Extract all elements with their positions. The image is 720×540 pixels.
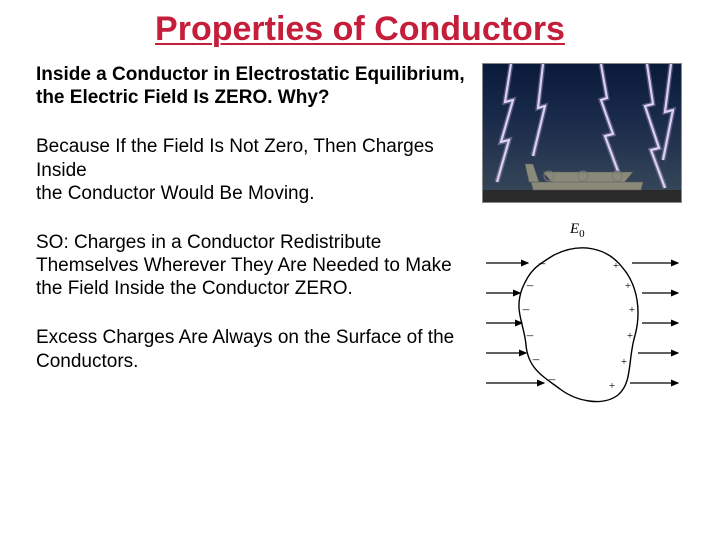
paragraph-2: Because If the Field Is Not Zero, Then C… bbox=[36, 135, 472, 205]
content-row: Inside a Conductor in Electrostatic Equi… bbox=[0, 49, 720, 419]
figure-column: E0 ––––––++++++ bbox=[482, 63, 692, 419]
svg-text:+: + bbox=[627, 330, 633, 342]
svg-text:+: + bbox=[609, 380, 615, 392]
svg-text:+: + bbox=[613, 260, 619, 272]
e0-label: E0 bbox=[570, 221, 585, 240]
svg-text:+: + bbox=[629, 304, 635, 316]
conductor-field-diagram: E0 ––––––++++++ bbox=[482, 219, 682, 419]
svg-text:–: – bbox=[538, 255, 546, 270]
paragraph-4: Excess Charges Are Always on the Surface… bbox=[36, 326, 472, 372]
svg-text:–: – bbox=[532, 351, 540, 366]
text-column: Inside a Conductor in Electrostatic Equi… bbox=[36, 63, 482, 419]
svg-text:–: – bbox=[548, 371, 556, 386]
svg-text:+: + bbox=[625, 280, 631, 292]
svg-text:–: – bbox=[526, 327, 534, 342]
paragraph-3: SO: Charges in a Conductor Redistribute … bbox=[36, 231, 472, 301]
svg-text:–: – bbox=[522, 301, 530, 316]
svg-text:–: – bbox=[526, 277, 534, 292]
paragraph-1: Inside a Conductor in Electrostatic Equi… bbox=[36, 63, 472, 109]
svg-text:+: + bbox=[621, 356, 627, 368]
page-title: Properties of Conductors bbox=[0, 0, 720, 49]
lightning-plane-photo bbox=[482, 63, 682, 203]
